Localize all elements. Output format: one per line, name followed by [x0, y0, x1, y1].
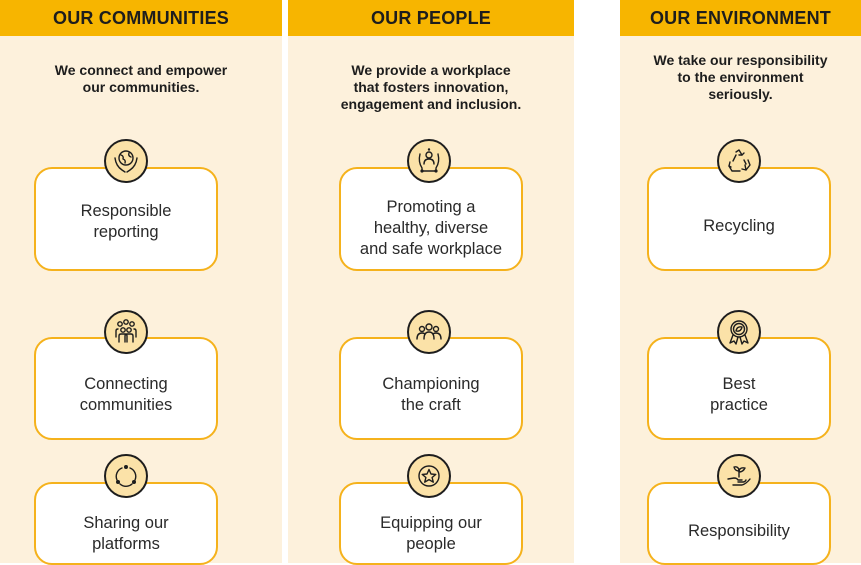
card-label: Sharing our platforms	[83, 513, 169, 553]
plant-hand-icon	[717, 454, 761, 498]
column-intro: We connect and empower our communities.	[54, 62, 228, 95]
card-label: Best practice	[710, 374, 768, 414]
card-label: Equipping our people	[380, 513, 482, 553]
card-label: Connecting communities	[79, 374, 173, 414]
card-recycling: Recycling	[647, 167, 831, 271]
card-label: Responsible reporting	[80, 202, 172, 241]
star-badge-icon	[407, 454, 451, 498]
card-label: Promoting a healthy, diverse and safe wo…	[359, 197, 503, 258]
card-equipping-people: Equipping our people	[339, 482, 523, 565]
share-cycle-icon	[104, 454, 148, 498]
person-support-icon	[407, 139, 451, 183]
team-icon	[407, 310, 451, 354]
card-connecting-communities: Connecting communities	[34, 337, 218, 440]
card-best-practice: Best practice	[647, 337, 831, 440]
globe-hands-icon	[104, 139, 148, 183]
column-our-environment: OUR ENVIRONMENT We take our responsibili…	[620, 0, 861, 565]
column-header: OUR COMMUNITIES	[0, 0, 282, 36]
leaf-award-icon	[717, 310, 761, 354]
column-header: OUR PEOPLE	[288, 0, 574, 36]
card-promoting-workplace: Promoting a healthy, diverse and safe wo…	[339, 167, 523, 271]
column-header: OUR ENVIRONMENT	[620, 0, 861, 36]
recycle-icon	[717, 139, 761, 183]
column-our-people: OUR PEOPLE We provide a workplace that f…	[288, 0, 574, 565]
card-championing-craft: Championing the craft	[339, 337, 523, 440]
column-intro: We take our responsibility to the enviro…	[653, 52, 828, 102]
card-label: Recycling	[703, 216, 775, 235]
card-label: Responsibility	[688, 522, 790, 540]
column-our-communities: OUR COMMUNITIES We connect and empower o…	[0, 0, 282, 565]
column-intro: We provide a workplace that fosters inno…	[340, 62, 522, 112]
people-group-icon	[104, 310, 148, 354]
card-responsible-reporting: Responsible reporting	[34, 167, 218, 271]
card-label: Championing the craft	[382, 374, 480, 414]
